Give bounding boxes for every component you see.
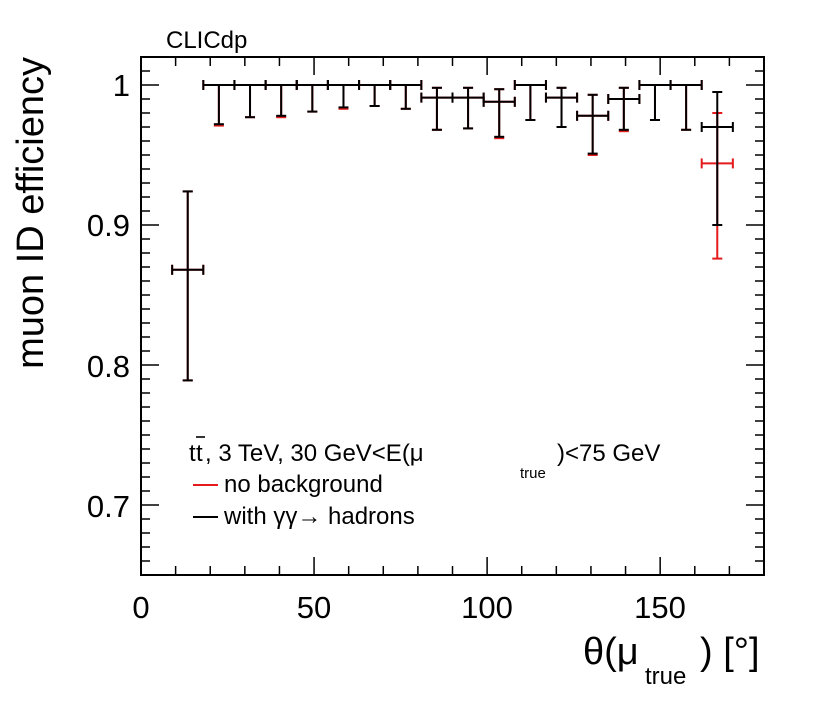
ytick-label-0.9: 0.9 — [87, 208, 130, 243]
x-axis-title: θ(μ true ) [°] — [583, 631, 760, 690]
experiment-label: CLICdp — [166, 27, 247, 54]
legend-label-with-hadrons: with γγ→ hadrons — [223, 503, 415, 530]
data-point — [451, 86, 485, 130]
y-axis-title: muon ID efficiency — [10, 57, 52, 369]
data-point — [358, 80, 392, 107]
ytick-label-0.8: 0.8 — [87, 349, 130, 384]
xtick-label-0: 0 — [132, 590, 149, 625]
xtick-label-100: 100 — [461, 590, 513, 625]
ytick-label-1: 1 — [113, 68, 130, 103]
xtick-label-50: 50 — [297, 590, 331, 625]
annotation-prefix: t — [189, 440, 196, 467]
annotation-suffix: )<75 GeV — [557, 440, 660, 467]
process-annotation: t t , 3 TeV, 30 GeV<E(μ true )<75 GeV — [189, 436, 660, 482]
series-no-background — [171, 80, 734, 382]
legend: no background with γγ→ hadrons — [193, 471, 415, 530]
data-point — [513, 80, 547, 121]
data-point — [576, 93, 610, 155]
data-point — [638, 80, 672, 121]
data-point — [669, 80, 703, 131]
data-point — [607, 86, 641, 131]
series-with-hadrons — [171, 80, 734, 382]
annotation-tbar: t — [196, 440, 203, 467]
data-point — [420, 86, 454, 131]
data-point — [544, 86, 579, 128]
annotation-sub: true — [520, 465, 546, 482]
annotation-mid: , 3 TeV, 30 GeV<E(μ — [205, 440, 424, 467]
xtick-label-150: 150 — [634, 590, 686, 625]
data-point — [326, 80, 361, 109]
x-axis-title-end: ) [°] — [700, 631, 760, 673]
ytick-label-0.7: 0.7 — [87, 489, 130, 524]
data-points — [171, 80, 734, 382]
x-axis-title-sub: true — [645, 663, 686, 690]
data-point — [264, 80, 298, 117]
data-point — [700, 91, 734, 226]
x-axis-title-main: θ(μ — [583, 631, 639, 673]
data-point — [389, 80, 423, 110]
data-point — [202, 80, 236, 126]
legend-label-no-background: no background — [224, 471, 383, 498]
axis-ticks — [140, 56, 765, 576]
data-point — [295, 80, 329, 113]
data-point — [482, 88, 516, 138]
data-point — [171, 190, 205, 382]
data-point — [233, 80, 267, 119]
